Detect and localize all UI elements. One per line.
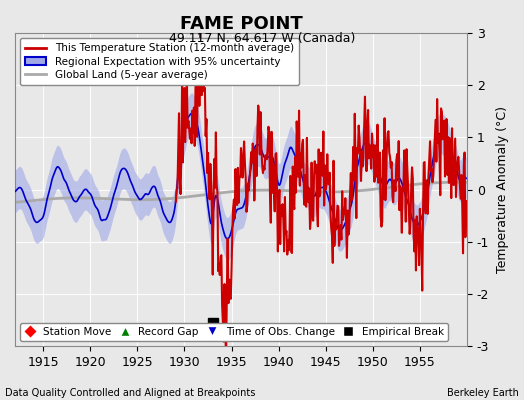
Text: Berkeley Earth: Berkeley Earth xyxy=(447,388,519,398)
Legend: Station Move, Record Gap, Time of Obs. Change, Empirical Break: Station Move, Record Gap, Time of Obs. C… xyxy=(20,323,449,341)
Text: 49.117 N, 64.617 W (Canada): 49.117 N, 64.617 W (Canada) xyxy=(169,32,355,45)
Text: Data Quality Controlled and Aligned at Breakpoints: Data Quality Controlled and Aligned at B… xyxy=(5,388,256,398)
Y-axis label: Temperature Anomaly (°C): Temperature Anomaly (°C) xyxy=(496,106,509,273)
Title: FAME POINT: FAME POINT xyxy=(180,15,302,33)
